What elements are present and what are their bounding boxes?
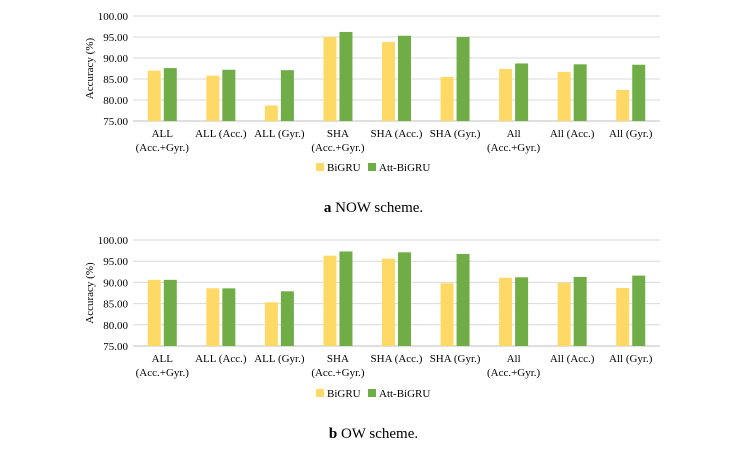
ow-legend-swatch-bigru (316, 389, 324, 397)
now-bar-bigru (382, 42, 395, 121)
now-legend-label: BiGRU (327, 162, 361, 174)
caption-b: b OW scheme. (0, 426, 747, 443)
now-ytick-label: 80.00 (103, 95, 128, 107)
now-bar-att-bigru (573, 64, 587, 121)
now-bar-bigru (323, 37, 337, 121)
ow-bar-bigru (499, 277, 513, 346)
ow-bar-bigru (557, 282, 571, 346)
caption-b-text: OW scheme. (340, 426, 419, 442)
ow-bar-att-bigru (222, 288, 236, 346)
now-category-label: (Acc.+Gyr.) (487, 142, 541, 154)
ow-ytick-label: 75.00 (103, 341, 128, 353)
ow-ylabel: Accuracy (%) (84, 262, 96, 324)
now-ytick-label: 90.00 (103, 53, 128, 65)
now-bar-bigru (264, 105, 278, 121)
now-category-label: ALL (Gyr.) (254, 128, 305, 140)
ow-ytick-label: 90.00 (103, 277, 128, 289)
now-bar-att-bigru (398, 35, 411, 121)
ow-ytick-label: 80.00 (103, 320, 128, 332)
ow-bar-bigru (382, 258, 395, 346)
caption-b-letter: b (328, 426, 338, 442)
ow-ytick-label: 100.00 (98, 235, 129, 247)
now-bar-bigru (616, 89, 630, 121)
ow-bar-bigru (206, 288, 220, 346)
now-bar-bigru (147, 70, 161, 121)
ow-bar-att-bigru (632, 275, 646, 346)
ow-category-label: SHA (Acc.) (371, 353, 423, 365)
now-bar-att-bigru (515, 63, 529, 121)
ow-category-label: All (Acc.) (550, 353, 595, 365)
ow-bar-att-bigru (398, 252, 411, 346)
caption-a-letter: a (323, 200, 332, 216)
now-legend-swatch-att-bigru (368, 163, 376, 171)
ow-category-label: All (Gyr.) (609, 353, 653, 365)
ow-bar-bigru (616, 287, 630, 346)
now-category-label: (Acc.+Gyr.) (136, 142, 190, 154)
ow-category-label: All (507, 353, 521, 365)
now-category-label: All (Acc.) (550, 128, 595, 140)
ow-category-label: SHA (Gyr.) (430, 353, 481, 365)
now-category-label: ALL (152, 128, 174, 140)
now-category-label: SHA (327, 128, 349, 140)
now-ytick-label: 75.00 (103, 116, 128, 128)
now-bar-att-bigru (222, 69, 236, 121)
now-category-label: (Acc.+Gyr.) (311, 142, 365, 154)
ow-category-label: (Acc.+Gyr.) (487, 367, 541, 379)
now-category-label: ALL (Acc.) (195, 128, 247, 140)
ow-bar-att-bigru (280, 291, 294, 346)
ow-legend-swatch-att-bigru (368, 389, 376, 397)
now-bar-bigru (557, 71, 571, 121)
now-bar-att-bigru (456, 37, 470, 121)
ow-legend-label: BiGRU (327, 388, 361, 400)
ow-bar-bigru (264, 302, 278, 346)
ow-bar-bigru (147, 279, 161, 346)
ow-category-label: (Acc.+Gyr.) (136, 367, 190, 379)
ow-bar-bigru (440, 283, 454, 346)
now-category-label: SHA (Acc.) (371, 128, 423, 140)
ow-legend-label: Att-BiGRU (379, 388, 430, 400)
now-bar-bigru (440, 76, 454, 121)
caption-a-text: NOW scheme. (335, 200, 424, 216)
now-category-label: All (507, 128, 521, 140)
now-bar-att-bigru (632, 64, 646, 121)
ow-bar-att-bigru (163, 279, 177, 346)
now-ytick-label: 95.00 (103, 32, 128, 44)
now-legend-label: Att-BiGRU (379, 162, 430, 174)
ow-category-label: ALL (Gyr.) (254, 353, 305, 365)
now-legend-swatch-bigru (316, 163, 324, 171)
ow-bar-att-bigru (456, 253, 470, 346)
ow-ytick-label: 95.00 (103, 256, 128, 268)
ow-bar-att-bigru (339, 251, 353, 346)
now-ytick-label: 100.00 (98, 11, 129, 23)
now-bar-att-bigru (163, 68, 177, 121)
ow-ytick-label: 85.00 (103, 299, 128, 311)
now-bar-bigru (206, 75, 220, 121)
now-ytick-label: 85.00 (103, 74, 128, 86)
now-ylabel: Accuracy (%) (84, 37, 96, 99)
now-bar-att-bigru (339, 31, 353, 121)
ow-category-label: SHA (327, 353, 349, 365)
caption-a: a NOW scheme. (0, 200, 747, 217)
ow-category-label: ALL (Acc.) (195, 353, 247, 365)
ow-bar-att-bigru (573, 276, 587, 346)
ow-bar-att-bigru (515, 277, 529, 346)
now-category-label: All (Gyr.) (609, 128, 653, 140)
now-bar-bigru (499, 68, 513, 121)
ow-bar-bigru (323, 255, 337, 346)
now-bar-att-bigru (280, 70, 294, 121)
now-category-label: SHA (Gyr.) (430, 128, 481, 140)
ow-category-label: ALL (152, 353, 174, 365)
ow-category-label: (Acc.+Gyr.) (311, 367, 365, 379)
